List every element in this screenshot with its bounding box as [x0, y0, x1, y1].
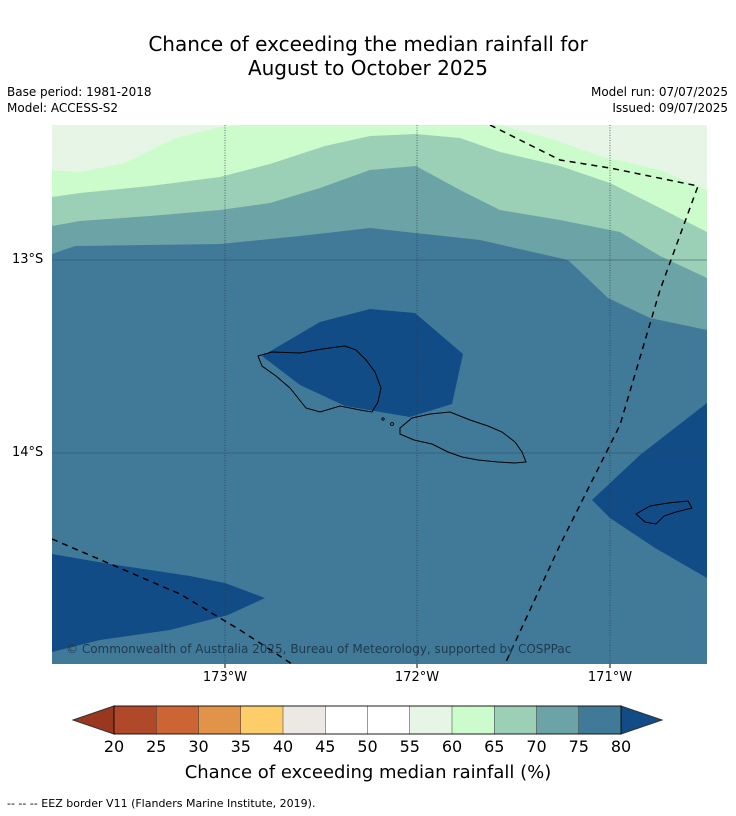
band-80-southwest [52, 554, 265, 652]
colorbar-segment [409, 705, 453, 735]
band-80-center [262, 309, 463, 417]
colorbar-segment [578, 705, 622, 735]
colorbar-tick-label: 45 [315, 737, 336, 756]
colorbar-tick-label: 30 [188, 737, 209, 756]
colorbar-segment [494, 705, 538, 735]
colorbar-over-triangle [620, 705, 664, 735]
model-run-text: Model run: 07/07/2025 [590, 85, 728, 99]
colorbar-segment [367, 705, 411, 735]
colorbar-segment [451, 705, 495, 735]
colorbar-segment [113, 705, 157, 735]
map-title-line1: Chance of exceeding the median rainfall … [148, 32, 588, 56]
tutuila-island [635, 500, 693, 525]
lon-label-171w: 171°W [587, 670, 633, 685]
band-55-left [52, 125, 240, 172]
base-period-text: Base period: 1981-2018 [7, 85, 152, 99]
colorbar-title: Chance of exceeding median rainfall (%) [184, 762, 552, 783]
colorbar-tick-label: 70 [526, 737, 547, 756]
colorbar-segment [240, 705, 284, 735]
apolima-islet [390, 422, 394, 426]
colorbar-segment [156, 705, 200, 735]
map-title-line2: August to October 2025 [247, 56, 489, 80]
lon-label-173w: 173°W [202, 670, 248, 685]
colorbar-tick-label: 65 [484, 737, 505, 756]
colorbar-tick-label: 55 [399, 737, 420, 756]
colorbar-tick-label: 50 [357, 737, 378, 756]
manono-islet [381, 417, 385, 421]
colorbar-tick-label: 75 [568, 737, 589, 756]
colorbar-outline [113, 705, 622, 735]
copyright-text: © Commonwealth of Australia 2025, Bureau… [66, 642, 572, 656]
gridlines [52, 125, 707, 664]
lat-label-14s: 14°S [12, 445, 44, 460]
colorbar-tick-label: 20 [103, 737, 125, 756]
meta-left: Base period: 1981-2018 Model: ACCESS-S2 [7, 84, 152, 116]
lon-ticks [224, 664, 611, 668]
band-55-right [500, 125, 707, 190]
colorbar [71, 705, 664, 735]
meta-right: Model run: 07/07/2025 Issued: 09/07/2025 [591, 84, 728, 116]
band-80-east [592, 403, 707, 578]
colorbar-segment [198, 705, 242, 735]
issued-text: Issued: 09/07/2025 [612, 101, 728, 115]
map-area [52, 125, 707, 664]
colorbar-segment [536, 705, 580, 735]
colorbar-tick-label: 80 [610, 737, 632, 756]
upolu-island [399, 411, 527, 464]
colorbar-segment [282, 705, 326, 735]
model-text: Model: ACCESS-S2 [7, 101, 119, 115]
eez-border [52, 125, 700, 664]
colorbar-segment [325, 705, 369, 735]
eez-footnote: -- -- -- EEZ border V11 (Flanders Marine… [7, 797, 316, 810]
colorbar-tick-label: 35 [230, 737, 251, 756]
colorbar-tick-label: 25 [146, 737, 167, 756]
colorbar-tick-label: 40 [272, 737, 294, 756]
lat-label-13s: 13°S [12, 252, 44, 267]
colorbar-under-triangle [71, 705, 115, 735]
savaii-island [257, 345, 382, 413]
lon-label-172w: 172°W [394, 670, 440, 685]
colorbar-tick-label: 60 [441, 737, 463, 756]
